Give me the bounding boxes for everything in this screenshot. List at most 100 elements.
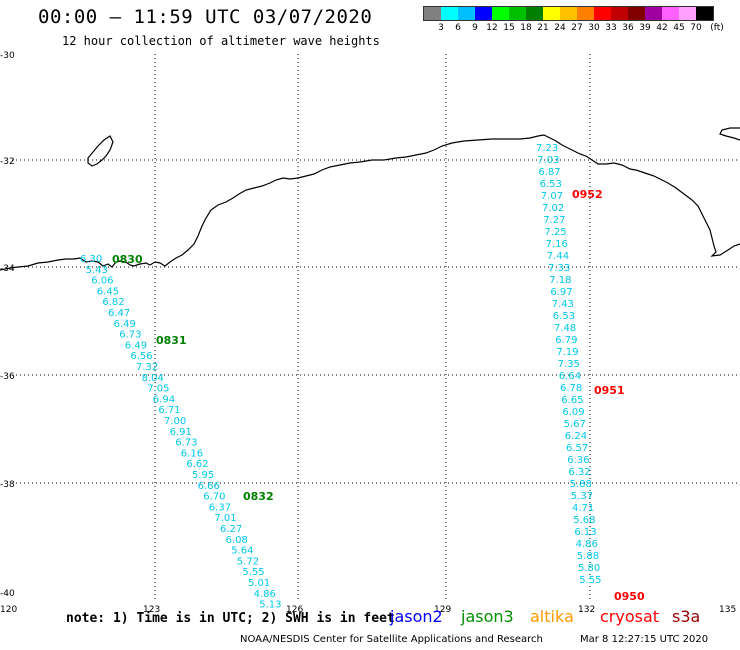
track-labels: 6.305.436.066.456.826.476.496.736.496.56…	[80, 143, 645, 611]
swh-label: 7.33	[548, 263, 570, 274]
satellite-name-jason2: jason2	[390, 607, 443, 626]
swh-label: 6.06	[91, 276, 113, 287]
swh-label: 6.08	[226, 535, 248, 546]
map-subtitle: 12 hour collection of altimeter wave hei…	[62, 34, 380, 48]
legend-label: 27	[571, 23, 583, 33]
swh-label: 6.16	[181, 448, 203, 459]
legend-swatch	[594, 7, 611, 20]
satellite-name-jason3: jason3	[461, 607, 514, 626]
swh-label: 6.62	[186, 459, 208, 470]
credit-text: NOAA/NESDIS Center for Satellite Applica…	[240, 634, 543, 645]
swh-label: 6.13	[574, 527, 596, 538]
time-label: 0831	[156, 334, 187, 347]
swh-label: 6.49	[114, 319, 136, 330]
legend-label: 24	[554, 23, 566, 33]
swh-label: 7.35	[558, 359, 580, 370]
swh-label: 7.25	[544, 227, 566, 238]
swh-label: 6.27	[220, 524, 242, 535]
lon-tick-label: 126	[286, 605, 303, 615]
legend-swatch	[679, 7, 696, 20]
swh-label: 7.48	[554, 323, 576, 334]
legend-swatch	[560, 7, 577, 20]
satellite-name-s3a: s3a	[672, 607, 701, 626]
legend-swatch	[577, 7, 594, 20]
legend-swatch	[475, 7, 492, 20]
swh-label: 6.47	[108, 308, 130, 319]
legend-labels: 3 6 9 12 15 18 21 24 27 30 33 36 39 42 45 70 (ft)	[423, 21, 724, 35]
swh-label: 6.91	[170, 427, 192, 438]
time-label: 0832	[243, 490, 274, 503]
legend-label: 39	[639, 23, 651, 33]
swh-label: 6.30	[80, 254, 102, 265]
lon-tick-label: 123	[143, 605, 160, 615]
lon-tick-label: 120	[0, 605, 17, 615]
lat-tick-label: -38	[0, 480, 15, 490]
swh-label: 6.73	[175, 438, 197, 449]
swh-label: 5.68	[573, 515, 595, 526]
time-label: 0830	[112, 253, 143, 266]
swh-label: 6.09	[562, 407, 584, 418]
legend-label: 18	[520, 23, 532, 33]
coastline-australia	[0, 134, 740, 271]
swh-label: 5.72	[237, 556, 259, 567]
swh-label: 6.73	[119, 330, 141, 341]
swh-label: 6.70	[203, 492, 225, 503]
swh-label: 6.66	[198, 481, 220, 492]
swh-label: 7.43	[552, 299, 574, 310]
lat-tick-label: -40	[0, 589, 15, 599]
swh-label: 6.45	[97, 286, 119, 297]
satellite-name-altika: altika	[530, 607, 574, 626]
time-label: 0950	[614, 590, 645, 603]
legend-label: 70	[690, 23, 702, 33]
swh-label: 6.65	[561, 395, 583, 406]
swh-label: 5.67	[564, 419, 586, 430]
swh-label: 5.43	[86, 265, 108, 276]
swh-label: 7.23	[536, 143, 558, 154]
swh-label: 6.97	[550, 287, 572, 298]
swh-label: 5.80	[578, 563, 600, 574]
swh-label: 7.32	[136, 362, 158, 373]
swh-label: 7.19	[556, 347, 578, 358]
swh-label: 6.36	[567, 455, 589, 466]
swh-label: 6.57	[566, 443, 588, 454]
legend-swatch	[424, 7, 441, 20]
swh-label: 6.49	[125, 340, 147, 351]
legend-label: 42	[656, 23, 668, 33]
swh-label: 8.04	[142, 373, 164, 384]
swh-label: 5.13	[259, 600, 281, 611]
legend-label: 3	[438, 23, 444, 33]
swh-label: 7.27	[543, 215, 565, 226]
swh-label: 6.37	[209, 502, 231, 513]
swh-label: 7.01	[214, 513, 236, 524]
lon-tick-label: 132	[578, 605, 595, 615]
coastline-northeast	[719, 127, 740, 141]
swh-label: 6.56	[130, 351, 152, 362]
legend-swatches	[423, 6, 714, 21]
swh-label: 7.03	[537, 155, 559, 166]
timestamp-text: Mar 8 12:27:15 UTC 2020	[580, 634, 709, 645]
swh-label: 6.64	[559, 371, 581, 382]
legend-swatch	[628, 7, 645, 20]
swh-label: 7.05	[147, 384, 169, 395]
legend-label: 9	[472, 23, 478, 33]
color-legend: 3 6 9 12 15 18 21 24 27 30 33 36 39 42 45 70 (ft)	[423, 6, 724, 35]
legend-swatch	[441, 7, 458, 20]
swh-label: 6.79	[555, 335, 577, 346]
swh-label: 4.71	[572, 503, 594, 514]
swh-label: 4.86	[254, 589, 276, 600]
swh-label: 6.78	[560, 383, 582, 394]
legend-label: 6	[455, 23, 461, 33]
swh-label: 7.18	[549, 275, 571, 286]
legend-swatch	[543, 7, 560, 20]
satellite-name-cryosat: cryosat	[600, 607, 660, 626]
swh-label: 7.07	[541, 191, 563, 202]
legend-label: 33	[605, 23, 617, 33]
legend-swatch	[458, 7, 475, 20]
legend-label: 12	[486, 23, 498, 33]
legend-label: 45	[673, 23, 685, 33]
legend-label: 36	[622, 23, 634, 33]
swh-label: 7.44	[547, 251, 569, 262]
time-label: 0952	[572, 188, 603, 201]
swh-label: 5.55	[242, 567, 264, 578]
